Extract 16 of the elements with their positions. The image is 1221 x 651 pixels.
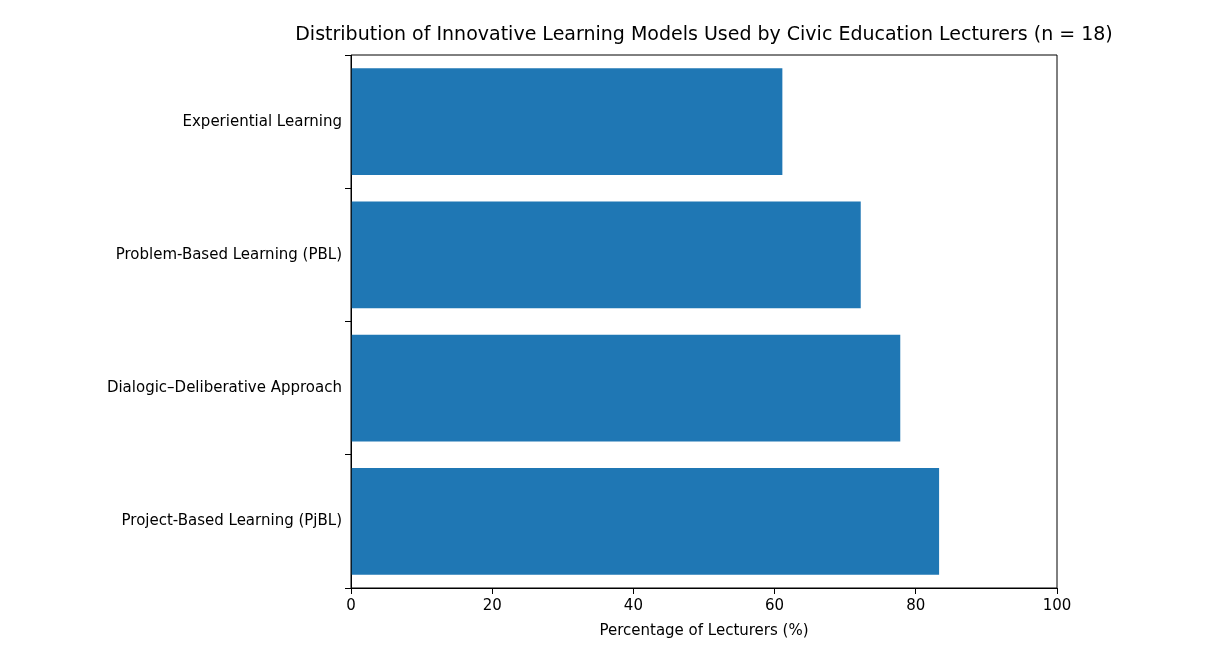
x-tick-label: 20 — [482, 595, 502, 614]
bar — [351, 201, 861, 309]
x-tick-label: 60 — [765, 595, 785, 614]
y-tick-label: Dialogic–Deliberative Approach — [106, 378, 342, 397]
x-tick-label: 100 — [1042, 595, 1072, 614]
y-tick-label: Experiential Learning — [182, 111, 342, 130]
x-axis-title: Percentage of Lecturers (%) — [599, 620, 809, 639]
x-tick-label: 40 — [623, 595, 643, 614]
bar — [351, 68, 783, 175]
bar — [351, 334, 901, 442]
bar — [351, 468, 940, 575]
chart-title: Distribution of Innovative Learning Models Used by Civic Education Lecturers (n = 18) — [295, 21, 1113, 44]
y-tick-label: Project-Based Learning (PjBL) — [121, 511, 342, 530]
x-tick-label: 0 — [346, 595, 356, 614]
y-tick-label: Problem-Based Learning (PBL) — [115, 244, 342, 263]
x-tick-label: 80 — [906, 595, 926, 614]
